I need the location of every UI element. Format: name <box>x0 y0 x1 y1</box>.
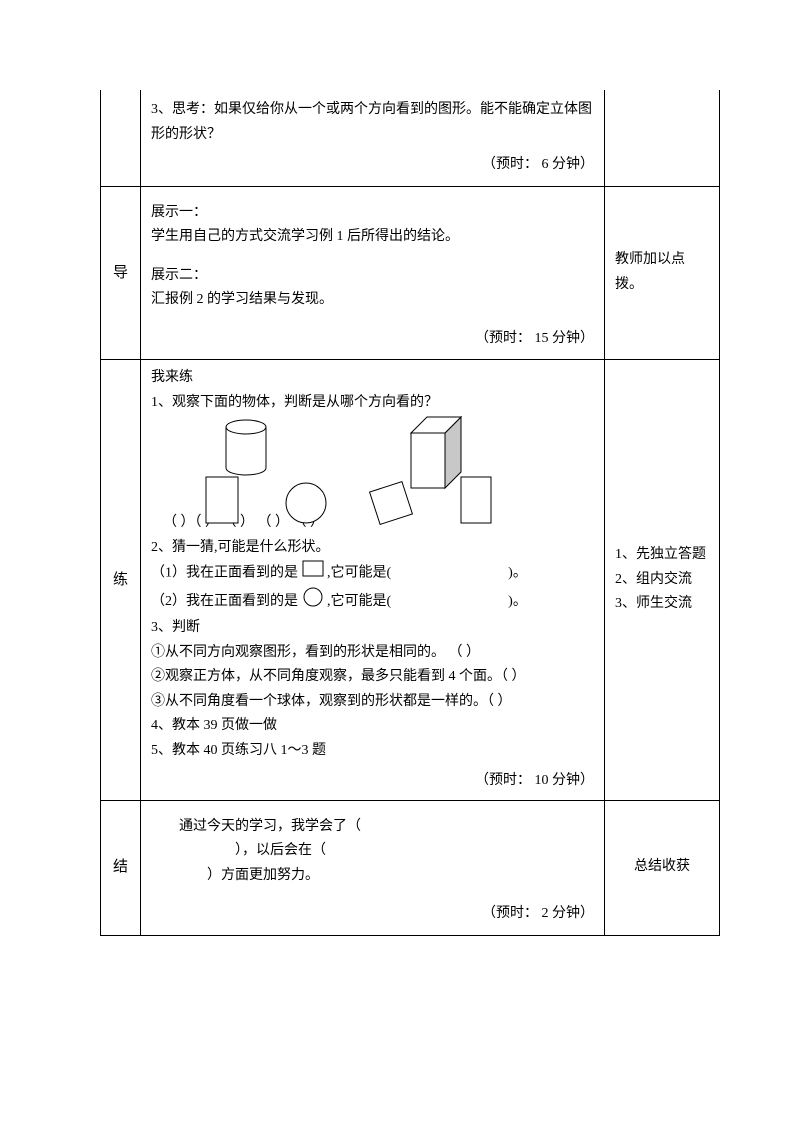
circle-icon <box>286 483 326 523</box>
show1-text: 学生用自己的方式交流学习例 1 后所得出的结论。 <box>151 225 594 250</box>
summary-line2: ），以后会在（ <box>151 839 594 864</box>
show2-text: 汇报例 2 的学习结果与发现。 <box>151 288 594 313</box>
row1-right-cell <box>605 90 720 186</box>
q5: 5、教本 40 页练习八 1～3 题 <box>151 739 594 764</box>
row3-timing: （预时： 10 分钟） <box>151 769 594 794</box>
summary-line1: 通过今天的学习，我学会了（ <box>151 815 594 840</box>
rectangle-left-icon <box>206 477 238 523</box>
row3-label: 练 <box>101 360 141 801</box>
cuboid-icon <box>411 417 461 488</box>
q2-line2: （2）我在正面看到的是 ,它可能是( )。 <box>151 587 594 617</box>
row2-content-cell: 展示一： 学生用自己的方式交流学习例 1 后所得出的结论。 展示二： 汇报例 2… <box>141 186 605 360</box>
rectangle-right-icon <box>461 477 491 523</box>
row2-label: 导 <box>101 186 141 360</box>
q3-text: 3、思考：如果仅给你从一个或两个方向看到的图形。能不能确定立体图形的形状？ <box>151 98 594 147</box>
row3-content-cell: 我来练 1、观察下面的物体，判断是从哪个方向看的？ （ ）（ ） （ <box>141 360 605 801</box>
row4-content-cell: 通过今天的学习，我学会了（ ），以后会在（ ）方面更加努力。 （预时： 2 分钟… <box>141 800 605 935</box>
row1-content-cell: 3、思考：如果仅给你从一个或两个方向看到的图形。能不能确定立体图形的形状？ （预… <box>141 90 605 186</box>
shapes-diagram <box>151 415 594 515</box>
row4-timing: （预时： 2 分钟） <box>151 902 594 927</box>
row4-right: 总结收获 <box>605 800 720 935</box>
q3-2: ②观察正方体，从不同角度观察，最多只能看到 4 个面。（ ） <box>151 665 594 690</box>
show2-heading: 展示二： <box>151 264 594 289</box>
row2-right: 教师加以点拨。 <box>605 186 720 360</box>
q1-text: 1、观察下面的物体，判断是从哪个方向看的？ <box>151 391 594 416</box>
inline-circle-icon <box>302 587 324 617</box>
q2-heading: 2、猜一猜,可能是什么形状。 <box>151 536 594 561</box>
row3-right: 1、先独立答题 2、组内交流 3、师生交流 <box>605 360 720 801</box>
cylinder-icon <box>226 420 266 475</box>
summary-line3: ）方面更加努力。 <box>151 864 594 889</box>
row4-label: 结 <box>101 800 141 935</box>
shapes-svg <box>151 415 551 530</box>
lesson-plan-table: 3、思考：如果仅给你从一个或两个方向看到的图形。能不能确定立体图形的形状？ （预… <box>100 90 720 936</box>
show1-heading: 展示一： <box>151 201 594 226</box>
row1-label-cell <box>101 90 141 186</box>
inline-rect-icon <box>302 560 324 587</box>
row2-timing: （预时： 15 分钟） <box>151 327 594 352</box>
q3-1: ①从不同方向观察图形，看到的形状是相同的。 （ ） <box>151 641 594 666</box>
q2-line1: （1）我在正面看到的是 ,它可能是( )。 <box>151 560 594 587</box>
q4: 4、教本 39 页做一做 <box>151 714 594 739</box>
row1-timing: （预时： 6 分钟） <box>151 153 594 178</box>
practice-heading: 我来练 <box>151 366 594 391</box>
q3-heading: 3、判断 <box>151 616 594 641</box>
q3-3: ③从不同角度看一个球体，观察到的形状都是一样的。（ ） <box>151 690 594 715</box>
tilted-square-icon <box>370 482 413 525</box>
